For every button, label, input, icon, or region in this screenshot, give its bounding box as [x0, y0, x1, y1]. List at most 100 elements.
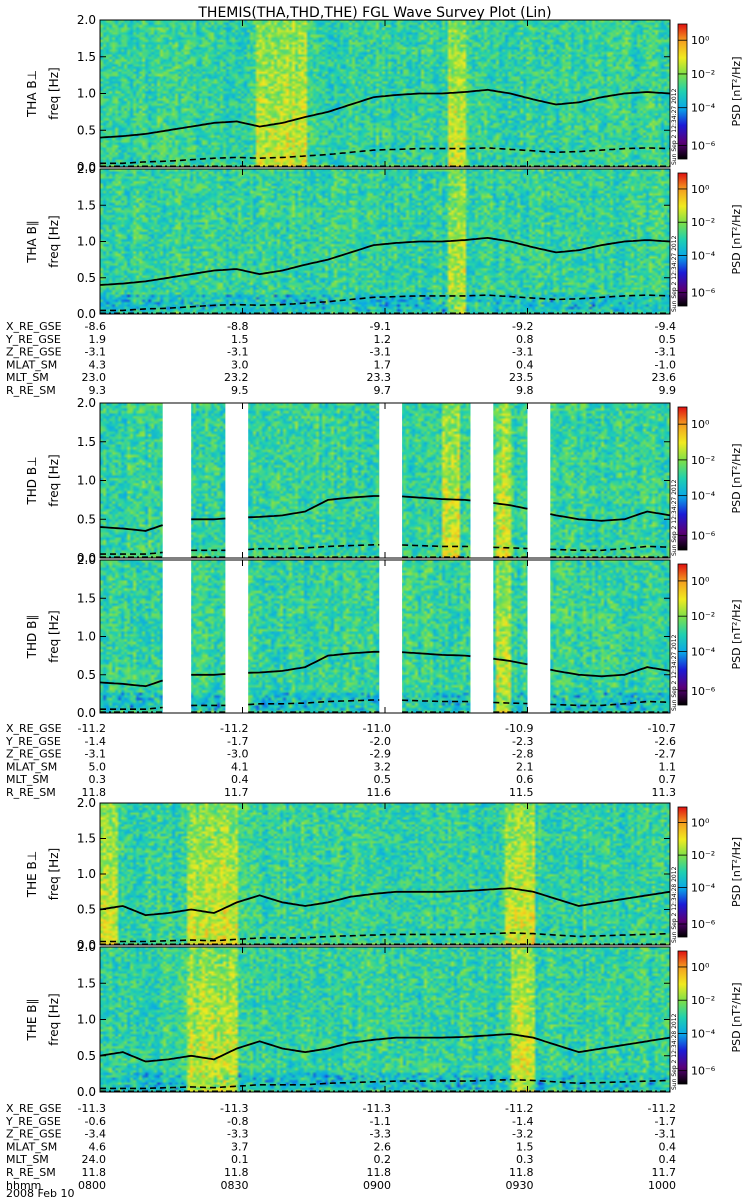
panel-label: THE B∥ [25, 999, 39, 1042]
colorbar-tick-label: 10⁰ [691, 961, 710, 974]
ephemeris-value: 4.1 [231, 760, 249, 773]
ephemeris-block: X_RE_GSE -11.3 -11.3 -11.3 -11.2 -11.2 Y_RE_GS… [5, 1102, 676, 1192]
y-tick-label: 2.0 [77, 162, 96, 176]
spectrogram-image [100, 947, 670, 1092]
ephemeris-value: -3.1 [370, 346, 391, 359]
colorbar-tick-label: 10⁻² [691, 994, 715, 1007]
panel-the-par: 0.0 0.5 1.0 1.5 2.0 THE B∥ freq [Hz] Sun Sep 2 … [25, 940, 743, 1099]
colorbar-tick-label: 10⁰ [691, 575, 710, 588]
ephemeris-row-name: MLAT_SM [6, 358, 57, 371]
y-tick-label: 0.5 [77, 903, 96, 917]
ephemeris-row-name: MLT_SM [6, 773, 49, 786]
y-tick-label: 0.5 [77, 123, 96, 137]
ephemeris-row-name: Z_RE_GSE [6, 1128, 62, 1141]
y-tick-label: 1.5 [77, 198, 96, 212]
ephemeris-block: X_RE_GSE -11.2 -11.2 -11.0 -10.9 -10.7 Y_RE_GS… [5, 722, 676, 799]
y-tick-label: 2.0 [77, 796, 96, 810]
panel-the-perp: 0.0 0.5 1.0 1.5 2.0 THE B⊥ freq [Hz] Sun Sep 2 … [25, 796, 743, 952]
ephemeris-value: 2.6 [374, 1140, 392, 1153]
ephemeris-value: -3.1 [85, 748, 106, 761]
y-tick-label: 1.0 [77, 867, 96, 881]
colorbar-tick-label: 10⁰ [691, 817, 710, 830]
ephemeris-row-name: MLT_SM [6, 371, 49, 384]
ephemeris-row-name: Y_RE_GSE [5, 735, 61, 748]
ephemeris-value: -3.1 [85, 346, 106, 359]
ephemeris-row-name: X_RE_GSE [6, 320, 62, 333]
ephemeris-value: 11.7 [652, 1166, 677, 1179]
spectrogram-image [100, 20, 670, 167]
colorbar-tick-label: 10⁻⁶ [691, 1065, 716, 1078]
ephemeris-row-name: MLAT_SM [6, 760, 57, 773]
ephemeris-value: -11.2 [648, 1102, 676, 1115]
spectrogram-image [100, 169, 670, 314]
colorbar-tick-label: 10⁻⁶ [691, 530, 716, 543]
ephemeris-value: -9.4 [655, 320, 676, 333]
colorbar [677, 23, 688, 160]
ephemeris-value: -0.8 [227, 1115, 248, 1128]
ephemeris-value: 0830 [221, 1179, 249, 1192]
ephemeris-value: 0.4 [659, 1140, 677, 1153]
ephemeris-value: -1.7 [227, 735, 248, 748]
colorbar-label: PSD [nT²/Hz] [730, 56, 743, 126]
ephemeris-value: 11.3 [652, 786, 677, 799]
y-tick-label: 1.0 [77, 1013, 96, 1027]
ephemeris-value: -3.3 [370, 1128, 391, 1141]
ephemeris-value: -1.7 [655, 1115, 676, 1128]
panel-label: THD B⊥ [25, 456, 39, 505]
ephemeris-value: 2.1 [516, 760, 534, 773]
panel-tha-par: 0.0 0.5 1.0 1.5 2.0 THA B∥ freq [Hz] Sun Sep 2 … [25, 162, 743, 321]
ephemeris-value: -2.7 [655, 748, 676, 761]
ephemeris-value: -11.2 [78, 722, 106, 735]
ephemeris-value: 0.2 [374, 1153, 392, 1166]
timestamp-stamp: Sun Sep 2 12:34:28 2012 [671, 866, 678, 943]
colorbar-label: PSD [nT²/Hz] [730, 204, 743, 274]
ephemeris-value: 0.5 [659, 333, 677, 346]
half-fce-line [100, 294, 671, 312]
ephemeris-value: 0.7 [659, 773, 677, 786]
ephemeris-value: 11.8 [367, 1166, 392, 1179]
date-label: 2008 Feb 10 [6, 1187, 74, 1200]
timestamp-stamp: Sun Sep 2 12:34:27 2012 [671, 88, 678, 165]
colorbar-tick-label: 10⁻⁴ [691, 1027, 716, 1040]
y-axis-label: freq [Hz] [47, 848, 61, 900]
ephemeris-value: -2.6 [655, 735, 676, 748]
colorbar-tick-label: 10⁻⁶ [691, 287, 716, 300]
ephemeris-value: 11.5 [509, 786, 534, 799]
page-title: THEMIS(THA,THD,THE) FGL Wave Survey Plot… [197, 5, 551, 21]
y-tick-label: 2.0 [77, 940, 96, 954]
half-fce-line [100, 932, 671, 943]
timestamp-stamp: Sun Sep 2 12:34:27 2012 [671, 235, 678, 312]
ephemeris-value: -11.3 [220, 1102, 248, 1115]
y-tick-label: 0.0 [77, 1085, 96, 1099]
ephemeris-value: 1.9 [89, 333, 107, 346]
ephemeris-value: 0.3 [89, 773, 107, 786]
ephemeris-value: -3.3 [227, 1128, 248, 1141]
ephemeris-value: -3.2 [512, 1128, 533, 1141]
ephemeris-row-name: R_RE_SM [6, 1166, 56, 1179]
fce-line [99, 1033, 671, 1063]
ephemeris-value: -3.1 [227, 346, 248, 359]
y-tick-label: 1.0 [77, 474, 96, 488]
ephemeris-row-name: X_RE_GSE [6, 722, 62, 735]
ephemeris-value: 1.5 [231, 333, 249, 346]
y-tick-label: 0.0 [77, 160, 96, 174]
y-axis-label: freq [Hz] [47, 610, 61, 662]
y-tick-label: 0.0 [77, 307, 96, 321]
colorbar [677, 563, 688, 706]
ephemeris-value: 23.3 [367, 371, 392, 384]
fce-line [99, 495, 671, 532]
ephemeris-value: -9.2 [512, 320, 533, 333]
y-tick-label: 0.0 [77, 706, 96, 720]
colorbar-label: PSD [nT²/Hz] [730, 599, 743, 669]
panel-thd-perp: 0.0 0.5 1.0 1.5 2.0 THD B⊥ freq [Hz] Sun Sep 2 … [25, 396, 743, 565]
y-tick-label: 2.0 [77, 13, 96, 27]
colorbar-tick-label: 10⁻² [691, 68, 715, 81]
ephemeris-value: 11.8 [224, 1166, 249, 1179]
colorbar-tick-label: 10⁻⁶ [691, 685, 716, 698]
y-tick-label: 0.5 [77, 1049, 96, 1063]
ephemeris-value: 4.3 [89, 358, 107, 371]
ephemeris-row-name: Y_RE_GSE [5, 1115, 61, 1128]
ephemeris-value: 5.0 [89, 760, 107, 773]
colorbar-tick-label: 10⁻⁴ [691, 882, 716, 895]
